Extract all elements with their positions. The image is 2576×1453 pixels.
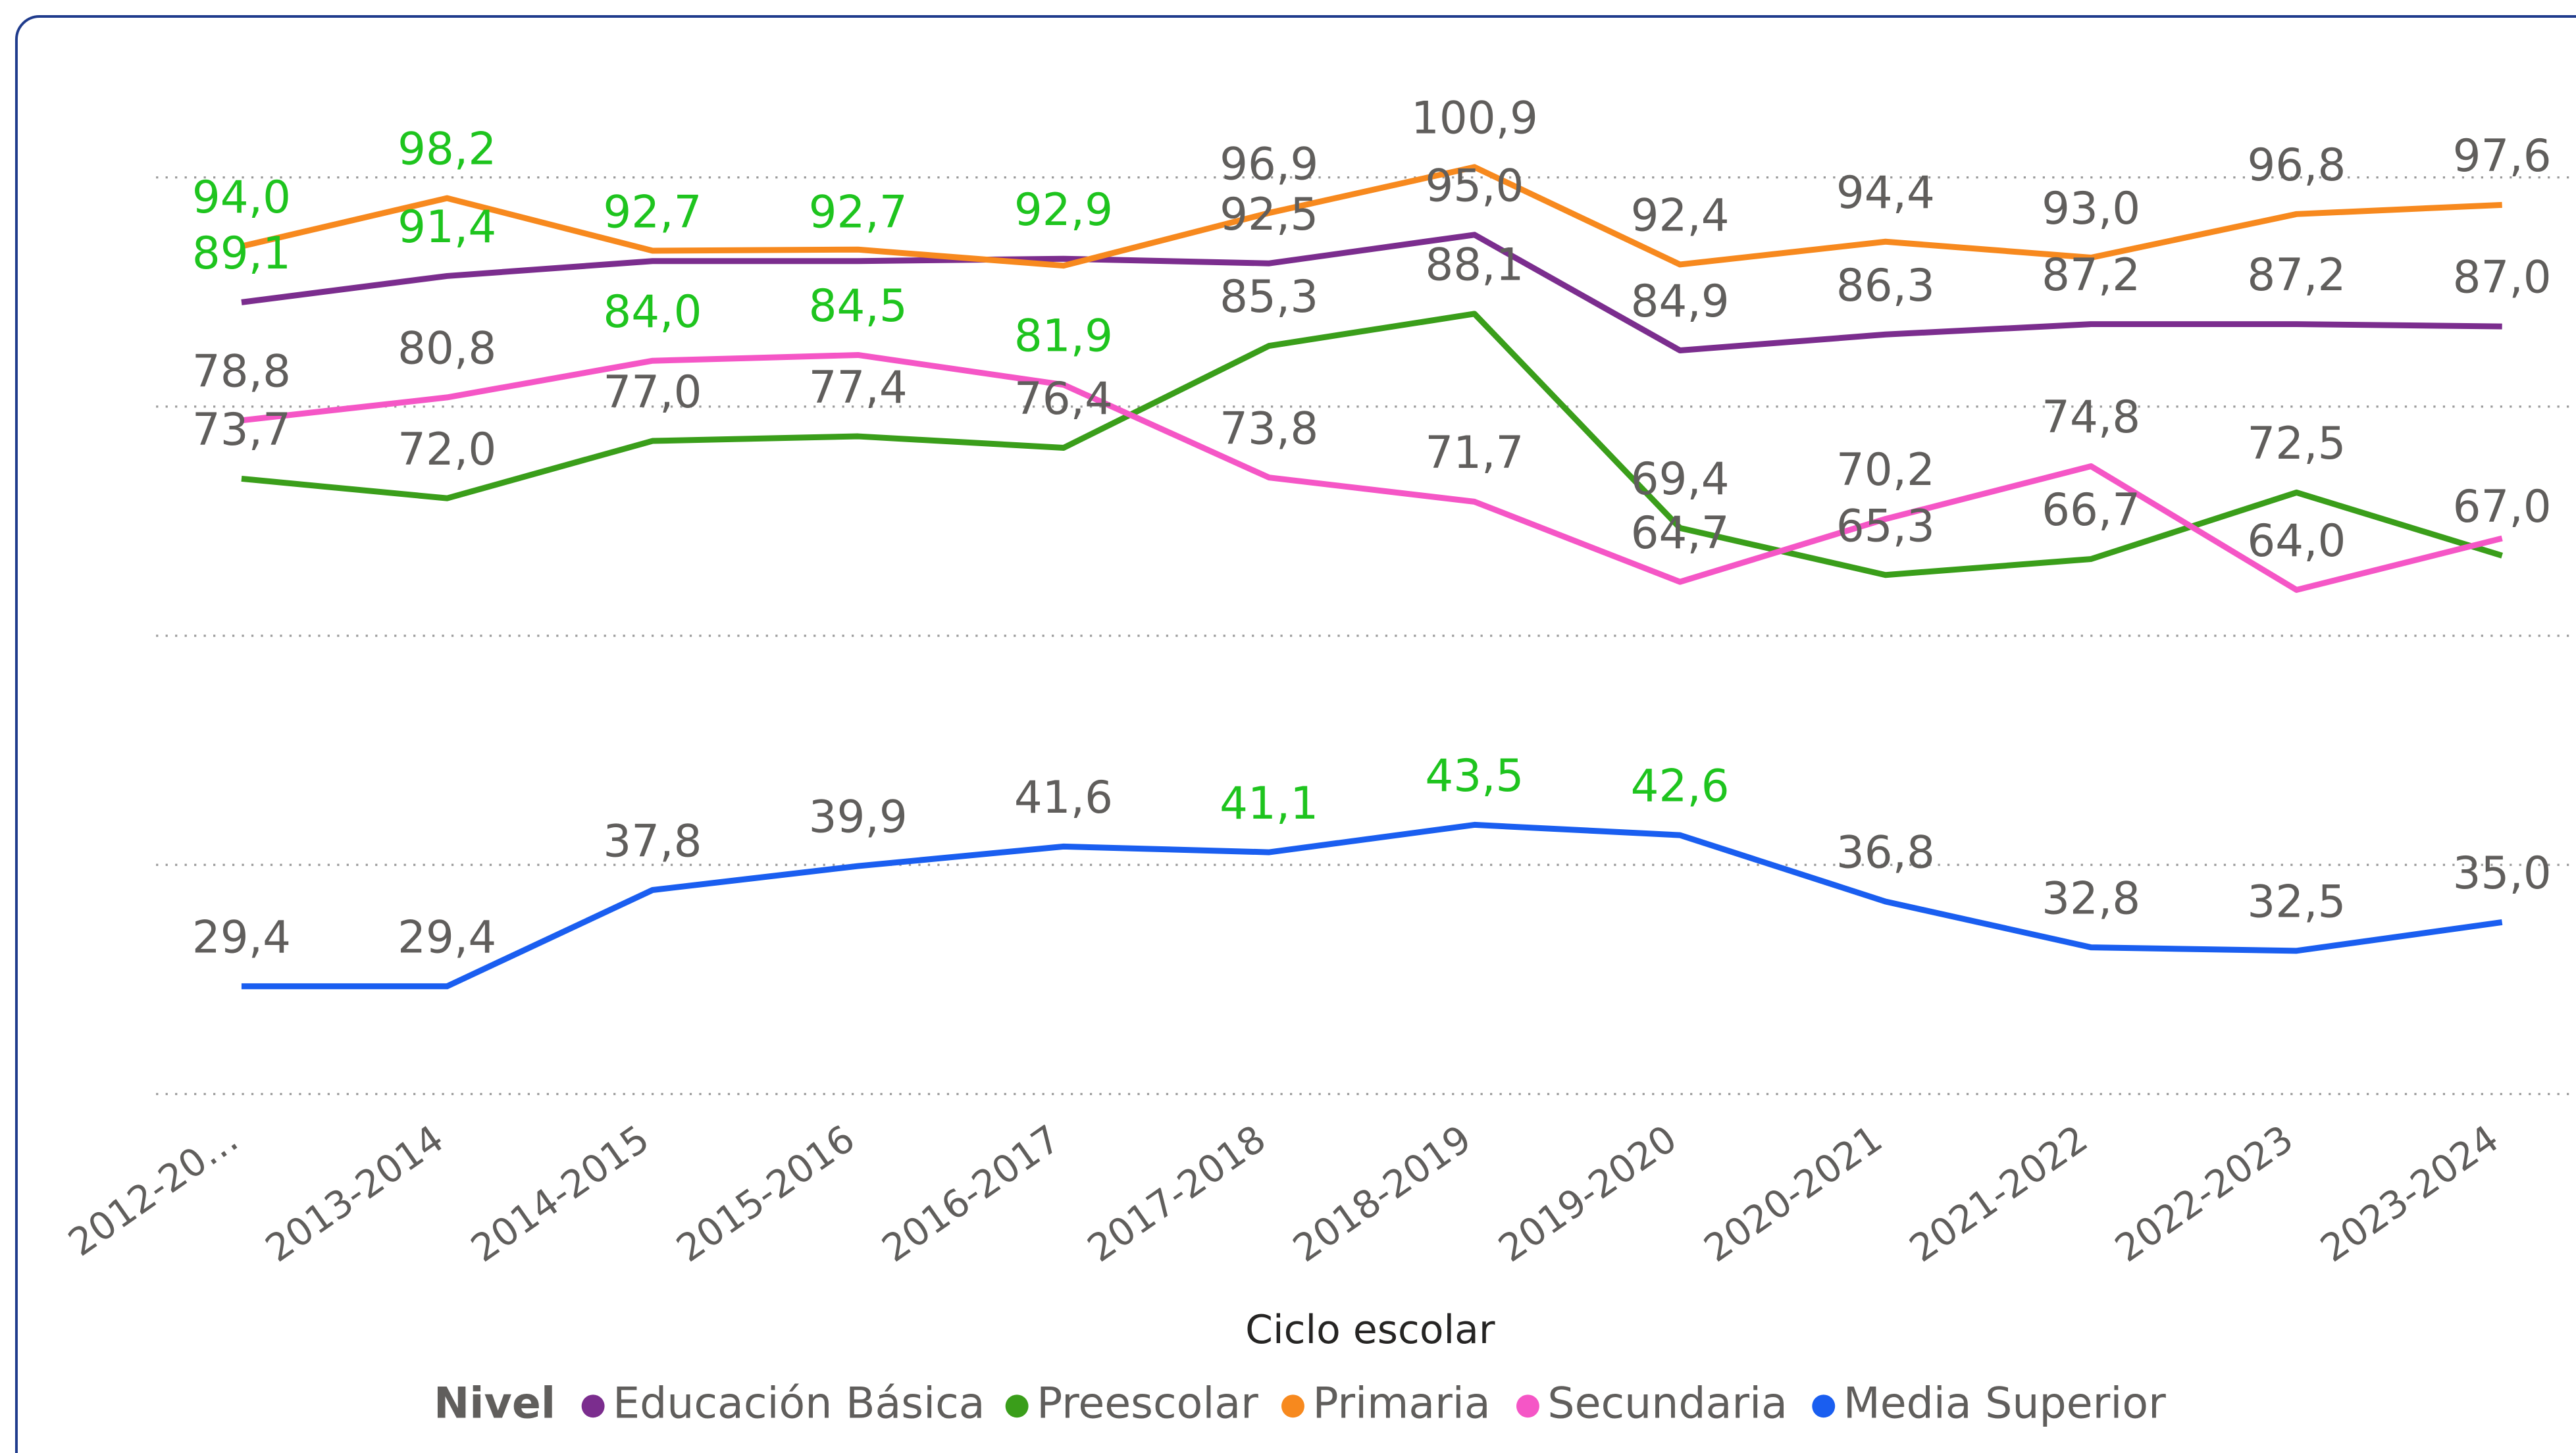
- legend-label: Secundaria: [1547, 1379, 1787, 1428]
- series-line: [241, 351, 2503, 593]
- data-label: 84,5: [809, 280, 908, 332]
- data-label: 94,4: [1836, 166, 1935, 218]
- data-label: 88,1: [1425, 238, 1524, 290]
- data-label: 73,7: [192, 403, 291, 455]
- legend-title: Nivel: [434, 1379, 555, 1428]
- data-label: 92,7: [603, 186, 702, 238]
- data-label: 29,4: [192, 911, 291, 963]
- data-label: 77,4: [809, 361, 908, 413]
- data-label: 92,4: [1631, 190, 1730, 242]
- data-label: 97,6: [2453, 130, 2552, 182]
- legend-label: Educación Básica: [613, 1379, 985, 1428]
- data-label: 43,5: [1425, 750, 1524, 802]
- x-axis-title: Ciclo escolar: [1245, 1307, 1495, 1353]
- data-label: 41,6: [1014, 771, 1113, 823]
- data-label: 69,4: [1631, 453, 1730, 505]
- data-label: 96,9: [1220, 138, 1318, 190]
- data-label: 84,0: [603, 286, 702, 338]
- data-label: 98,2: [398, 123, 496, 175]
- data-label: 91,4: [398, 201, 496, 253]
- data-label: 87,2: [2247, 249, 2346, 301]
- data-label: 67,0: [2453, 480, 2552, 532]
- data-label: 42,6: [1631, 760, 1730, 812]
- data-label: 89,1: [192, 227, 291, 279]
- legend-marker: [581, 1394, 605, 1418]
- data-label: 39,9: [809, 791, 908, 843]
- data-label: 73,8: [1220, 402, 1318, 454]
- data-label: 92,7: [809, 186, 908, 238]
- series-line: [241, 311, 2503, 578]
- data-label: 92,9: [1014, 184, 1113, 236]
- frame: [14, 15, 2576, 1453]
- data-label: 74,8: [2042, 391, 2140, 443]
- series-line: [241, 821, 2503, 990]
- data-label: 78,8: [192, 345, 291, 397]
- data-label: 35,0: [2453, 847, 2552, 899]
- data-label: 85,3: [1220, 270, 1318, 322]
- data-label: 65,3: [1836, 499, 1935, 551]
- data-label: 94,0: [192, 171, 291, 223]
- data-label: 100,9: [1411, 92, 1538, 144]
- data-label: 41,1: [1220, 777, 1318, 829]
- data-label: 92,5: [1220, 188, 1318, 240]
- legend-label: Media Superior: [1843, 1379, 2166, 1428]
- legend-marker: [1516, 1394, 1539, 1418]
- data-label: 96,8: [2247, 139, 2346, 191]
- data-label: 64,0: [2247, 515, 2346, 567]
- data-label: 66,7: [2042, 484, 2140, 536]
- data-label: 76,4: [1014, 372, 1113, 424]
- legend-label: Preescolar: [1037, 1379, 1258, 1428]
- data-label: 80,8: [398, 322, 496, 374]
- data-label: 84,9: [1631, 275, 1730, 327]
- legend-marker: [1005, 1394, 1029, 1418]
- data-label: 32,8: [2042, 872, 2140, 924]
- data-label: 72,5: [2247, 417, 2346, 469]
- legend-marker: [1812, 1394, 1836, 1418]
- data-label: 87,2: [2042, 249, 2140, 301]
- data-label: 37,8: [603, 815, 702, 867]
- legend-marker: [1281, 1394, 1304, 1418]
- series-line: [240, 164, 2502, 269]
- data-label: 81,9: [1014, 309, 1113, 361]
- data-label: 64,7: [1631, 507, 1730, 559]
- data-label: 77,0: [603, 366, 702, 418]
- data-label: 87,0: [2453, 251, 2552, 303]
- data-label: 29,4: [398, 911, 496, 963]
- data-label: 72,0: [398, 423, 496, 475]
- data-label: 70,2: [1836, 444, 1935, 496]
- data-label: 36,8: [1836, 827, 1935, 879]
- data-label: 86,3: [1836, 259, 1935, 311]
- data-label: 71,7: [1425, 426, 1524, 478]
- data-label: 93,0: [2042, 182, 2140, 234]
- data-label: 95,0: [1425, 159, 1524, 211]
- data-label: 32,5: [2247, 876, 2346, 928]
- series-line: [241, 232, 2502, 353]
- legend-label: Primaria: [1312, 1379, 1490, 1428]
